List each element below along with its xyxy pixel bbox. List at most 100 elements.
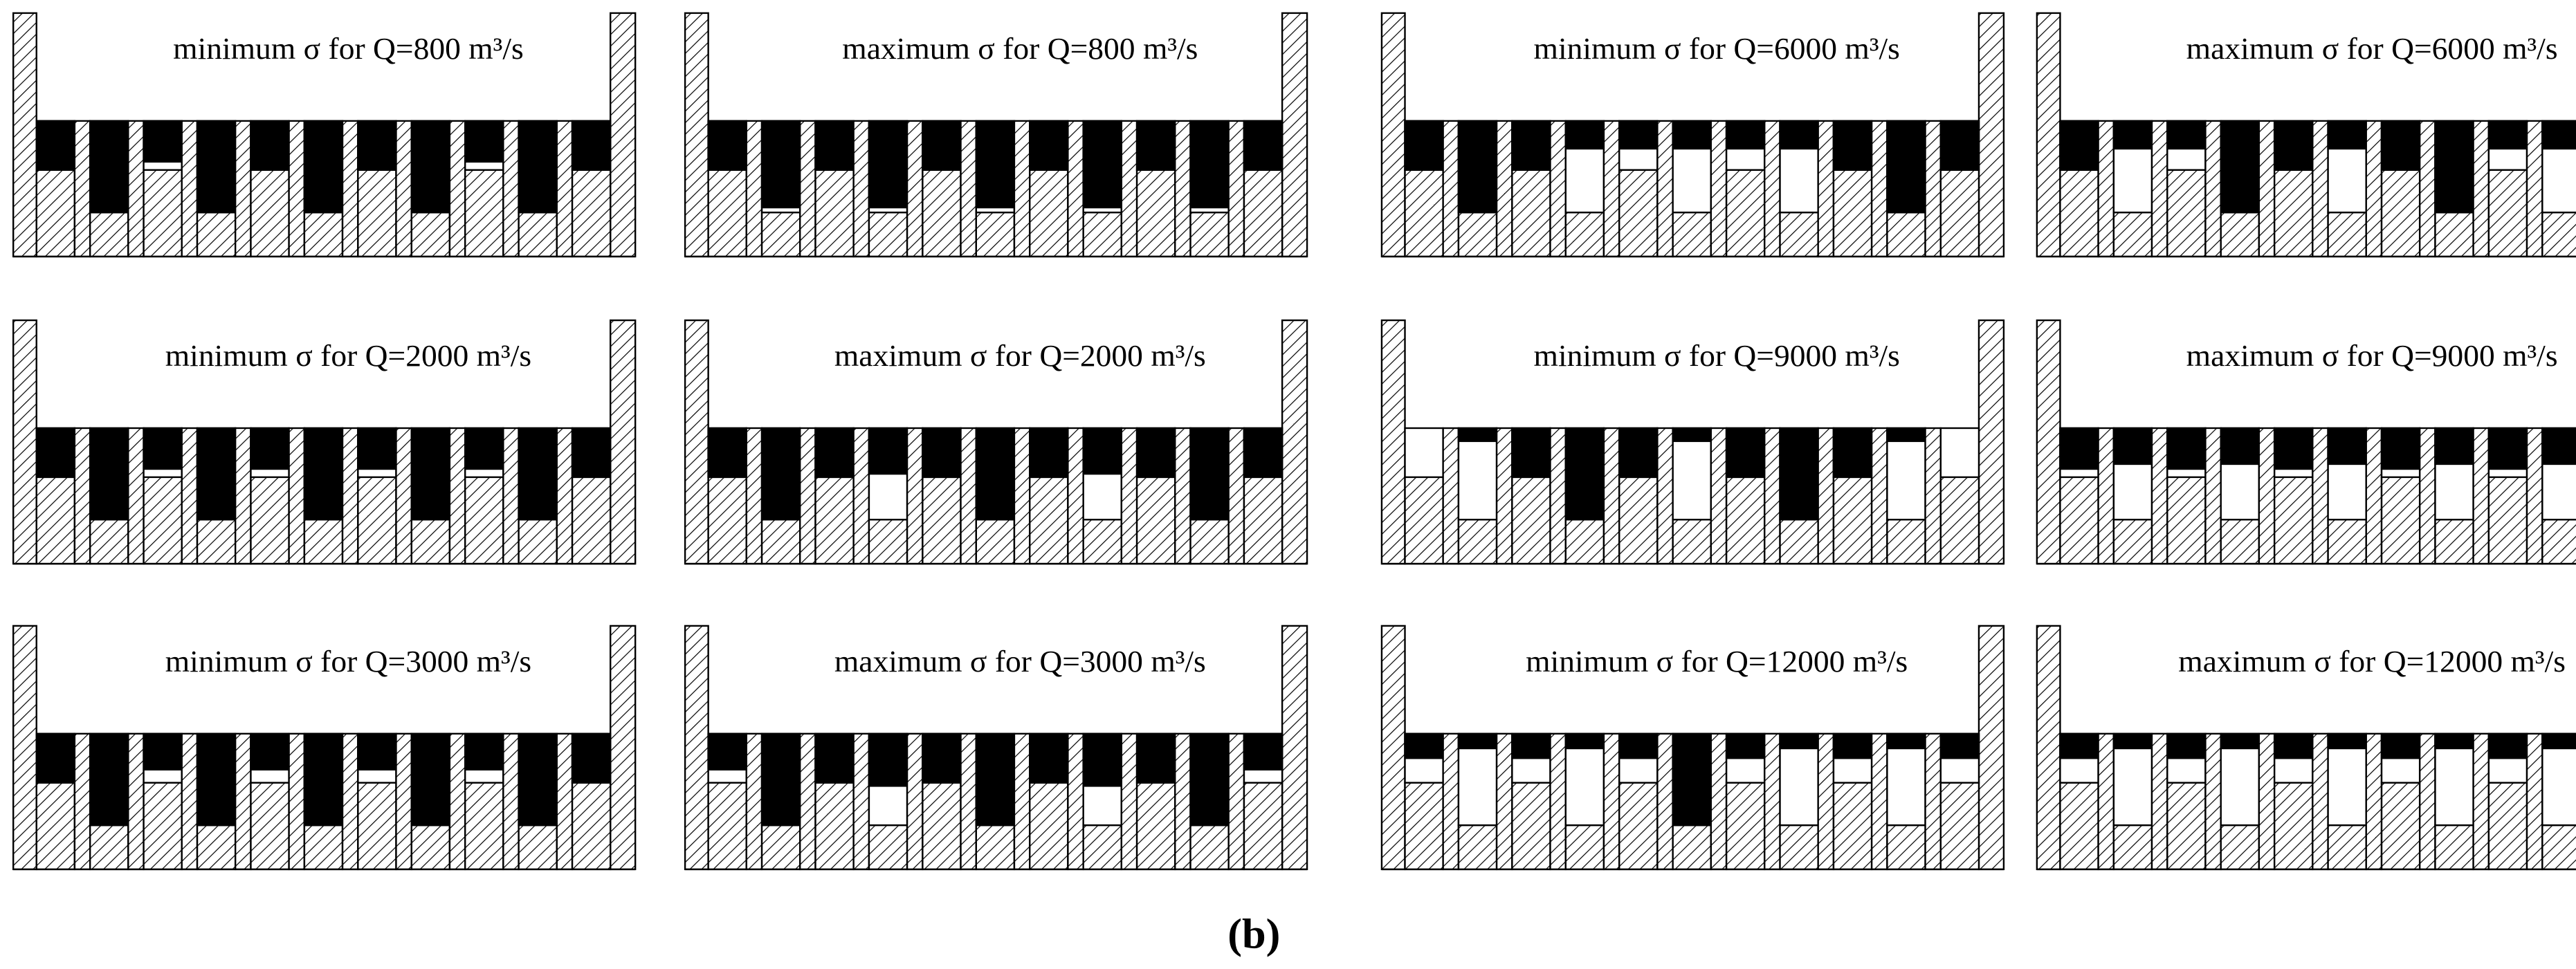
sill [1618,169,1659,258]
gate-leaf [1725,427,1766,479]
sill [922,782,962,871]
gate-leaf [975,732,1016,827]
sill [1404,782,1444,871]
sill [1457,211,1498,258]
gate-leaf [1672,120,1712,150]
gate-leaf [2273,427,2314,470]
pier [448,120,466,258]
gate-leaf [2220,732,2260,750]
gate-leaf [464,120,504,163]
gate-leaf [922,120,962,171]
sill [2059,169,2099,258]
gate-leaf [1672,732,1712,827]
gate-leaf [1243,732,1284,770]
sill [1243,476,1284,565]
pier [556,120,574,258]
gate-leaf [410,120,451,214]
sill [2059,476,2099,565]
gate-leaf [1404,120,1444,171]
sill [1029,782,1069,871]
gate-leaf [1779,427,1819,521]
gate-leaf [2273,120,2314,171]
pier [1817,732,1835,871]
gate-leaf [1082,427,1123,475]
sill [1564,211,1605,258]
pier [1549,120,1567,258]
gate-leaf [196,732,237,827]
pier [1764,732,1781,871]
sill [2327,211,2367,258]
sill [2541,519,2576,565]
right-wall [610,625,637,871]
pier [448,732,466,871]
panel-title: minimum σ for Q=6000 m³/s [1534,31,1900,66]
pier [2472,120,2490,258]
right-wall [1977,625,2005,871]
sill [571,476,612,565]
sill [868,519,908,565]
sill [1618,782,1659,871]
pier [745,120,763,258]
pier [799,732,816,871]
pier [1549,427,1567,565]
sill [1135,782,1176,871]
pier [1067,732,1084,871]
pier [1602,732,1620,871]
gate-leaf [2273,732,2314,759]
pier [852,120,870,258]
gate-leaf [2112,120,2153,150]
gate-panel: minimum σ for Q=9000 m³/s [1380,319,2005,565]
pier [1656,120,1674,258]
left-wall [12,319,37,565]
gate-panel: minimum σ for Q=12000 m³/s [1380,625,2005,871]
pier [852,427,870,565]
gate-leaf [1511,427,1551,479]
gate-leaf [2380,427,2421,470]
sill [2327,824,2367,871]
gate-leaf [143,427,183,470]
gate-leaf [89,120,129,214]
sill [1135,476,1176,565]
gate-leaf [1029,732,1069,784]
gate-leaf [1135,120,1176,171]
sill [1939,476,1980,565]
pier [960,120,978,258]
pier [960,732,978,871]
sill [518,519,558,565]
pier [1656,427,1674,565]
gate-leaf [1243,427,1284,479]
pier [2312,427,2329,565]
gate-leaf [2220,427,2260,465]
gate-leaf [868,120,908,209]
gate-leaf [2541,732,2576,750]
pier [1870,732,1888,871]
pier [127,732,145,871]
pier [181,427,199,565]
pier [1442,120,1460,258]
gate-leaf [868,427,908,475]
gate-leaf [571,732,612,784]
panel-title: minimum σ for Q=2000 m³/s [165,339,531,373]
sill [250,476,290,565]
sill [196,519,237,565]
gate-leaf [2327,120,2367,150]
pier [1120,732,1138,871]
right-wall [610,319,637,565]
gate-leaf [1029,120,1069,171]
sill [35,782,76,871]
pier [2365,120,2383,258]
sill [303,519,344,565]
gate-leaf [1029,427,1069,479]
right-wall [1281,625,1308,871]
gate-leaf [464,427,504,470]
pier [2204,427,2222,565]
pier [127,427,145,565]
sill [2166,169,2207,258]
pier [556,427,574,565]
sill [868,824,908,871]
sill [1672,211,1712,258]
panel-title: minimum σ for Q=12000 m³/s [1526,644,1908,679]
right-wall [610,12,637,258]
gate-leaf [196,427,237,521]
sill [1511,782,1551,871]
